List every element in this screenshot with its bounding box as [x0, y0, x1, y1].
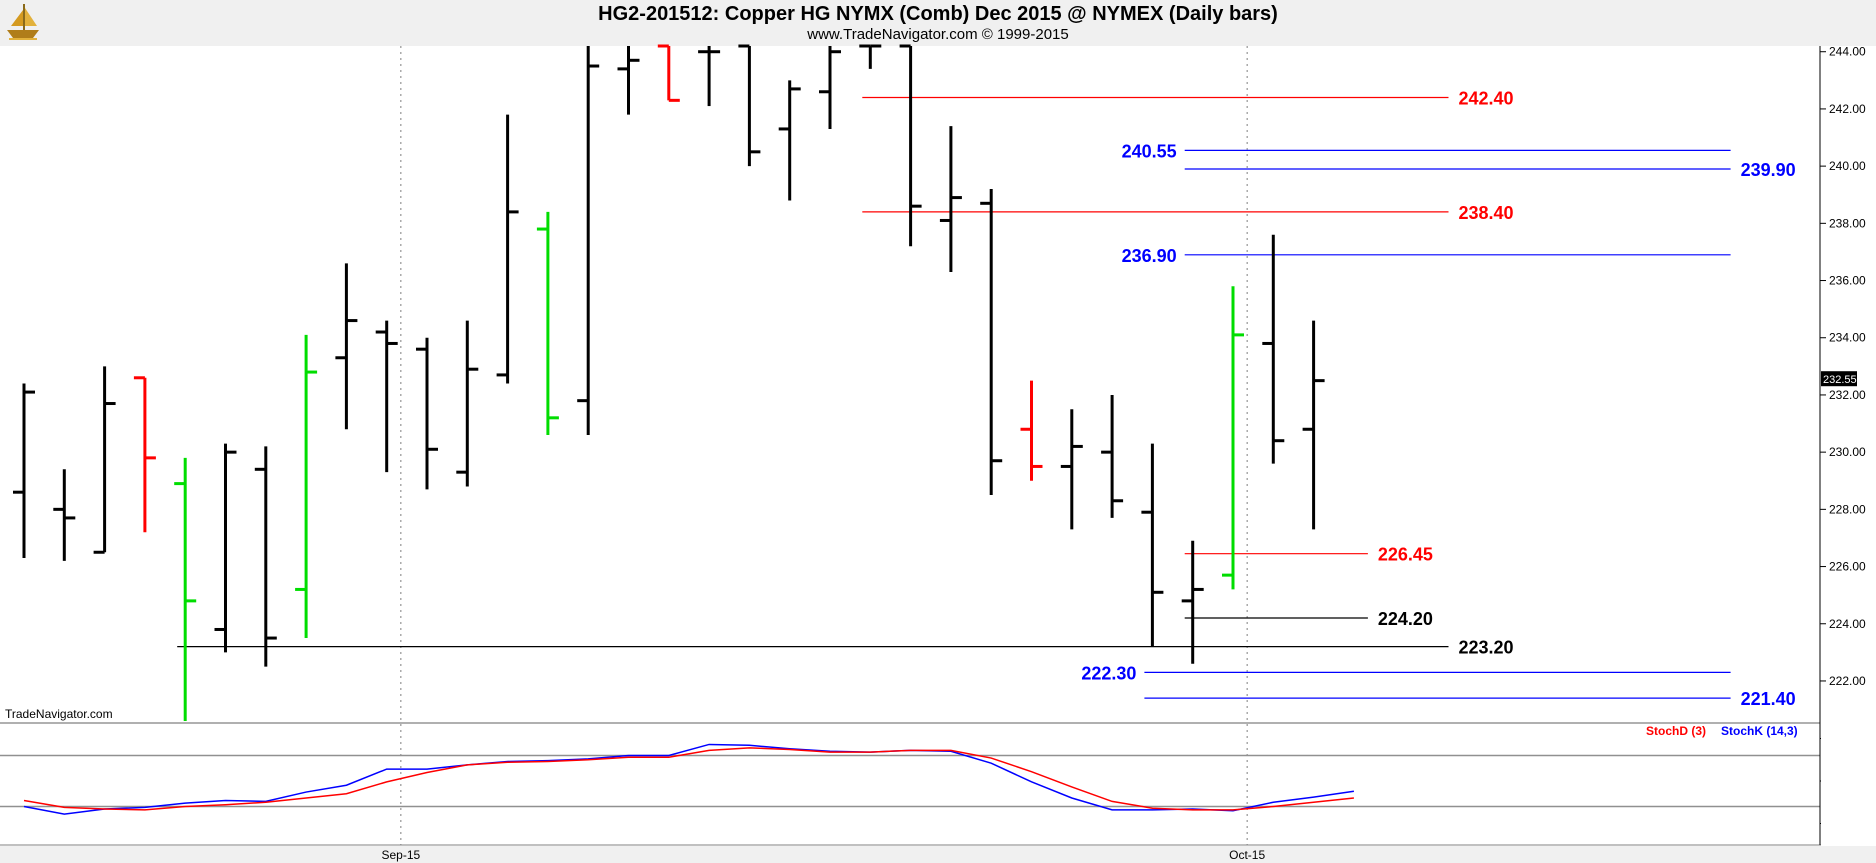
- price-level-label: 236.90: [1122, 246, 1177, 266]
- ohlc-bar: [1101, 394, 1124, 518]
- ytick-label: 244.00: [1829, 45, 1866, 59]
- ohlc-bar: [456, 320, 479, 487]
- ohlc-bar: [1020, 380, 1043, 481]
- price-level-label: 242.40: [1459, 88, 1514, 108]
- ytick-label: 228.00: [1829, 502, 1866, 516]
- ohlc-bar: [375, 320, 398, 473]
- legend-stochk: StochK (14,3): [1721, 724, 1798, 738]
- ytick-label: 230.00: [1829, 445, 1866, 459]
- price-level-label: 221.40: [1741, 689, 1796, 709]
- ytick-label: 232.00: [1829, 388, 1866, 402]
- ohlc-bar: [536, 211, 559, 435]
- ohlc-bar: [214, 443, 237, 653]
- ship-logo-icon: [4, 2, 42, 42]
- ohlc-bar: [577, 46, 600, 435]
- ohlc-bar: [254, 446, 277, 667]
- ohlc-bar: [698, 46, 721, 107]
- plot-background: [0, 46, 1876, 863]
- ohlc-bar: [939, 126, 962, 272]
- axes: 244.00 242.00 240.00 238.00 236.00 234.00 232.…: [381, 45, 1876, 862]
- ohlc-bar: [1262, 234, 1285, 464]
- xtick-label: Sep-15: [381, 848, 420, 862]
- price-level-label: 226.45: [1378, 545, 1433, 565]
- last-price-label: 232.55: [1823, 374, 1857, 386]
- ohlc-bar: [617, 46, 640, 115]
- price-level-label: 224.20: [1378, 609, 1433, 629]
- price-level-label: 240.55: [1122, 141, 1177, 161]
- ohlc-bar: [899, 44, 922, 247]
- ohlc-bar: [1141, 443, 1164, 647]
- price-level-label: 223.20: [1459, 638, 1514, 658]
- ohlc-bar: [295, 334, 318, 639]
- price-level-label: 222.30: [1081, 663, 1136, 683]
- price-levels: 242.40 238.40 240.55 239.90 236.90 226.45 224.…: [177, 88, 1796, 709]
- xaxis-band: [0, 846, 1876, 863]
- ohlc-bar: [1222, 286, 1244, 590]
- ytick-label: 234.00: [1829, 331, 1866, 345]
- ohlc-bar: [738, 44, 761, 167]
- stoch-line-stochk: [23, 743, 1355, 815]
- ohlc-bar: [859, 44, 882, 69]
- ytick-label: 236.00: [1829, 274, 1866, 288]
- ohlc-bar: [335, 263, 358, 430]
- price-level-label: 238.40: [1459, 203, 1514, 223]
- ytick-label: 240.00: [1829, 159, 1866, 173]
- ytick-label: 222.00: [1829, 674, 1866, 688]
- ohlc-bar: [93, 366, 116, 554]
- legend-stochd: StochD (3): [1646, 724, 1706, 738]
- yaxis-band: [1821, 46, 1876, 846]
- ytick-label: 226.00: [1829, 560, 1866, 574]
- ytick-label: 242.00: [1829, 102, 1866, 116]
- xtick-label: Oct-15: [1229, 848, 1265, 862]
- ohlc-bar: [416, 337, 438, 490]
- price-level-label: 239.90: [1741, 160, 1796, 180]
- ohlc-bar: [980, 189, 1003, 496]
- ohlc-bar: [819, 46, 841, 129]
- ohlc-bar: [133, 376, 156, 533]
- last-price-tag: [1821, 371, 1857, 387]
- chart-header: HG2-201512: Copper HG NYMX (Comb) Dec 20…: [0, 0, 1876, 46]
- ohlc-bar: [174, 457, 197, 721]
- stoch-line-stochd: [23, 747, 1354, 811]
- ohlc-bar: [657, 44, 680, 102]
- ohlc-bars: [13, 44, 1325, 721]
- watermark-text: TradeNavigator.com: [5, 707, 113, 721]
- ohlc-bar: [1060, 409, 1083, 530]
- chart-title: HG2-201512: Copper HG NYMX (Comb) Dec 20…: [598, 3, 1278, 25]
- ohlc-bar: [53, 469, 76, 561]
- copyright-text: www.TradeNavigator.com © 1999-2015: [807, 26, 1069, 43]
- ohlc-bar: [13, 383, 35, 558]
- ytick-label: 224.00: [1829, 617, 1866, 631]
- ohlc-bar: [496, 114, 519, 384]
- ohlc-bar: [1181, 540, 1204, 664]
- ohlc-bar: [778, 80, 801, 201]
- ytick-label: 238.00: [1829, 216, 1866, 230]
- ohlc-bar: [1302, 320, 1325, 530]
- grid-lines: [0, 46, 1876, 863]
